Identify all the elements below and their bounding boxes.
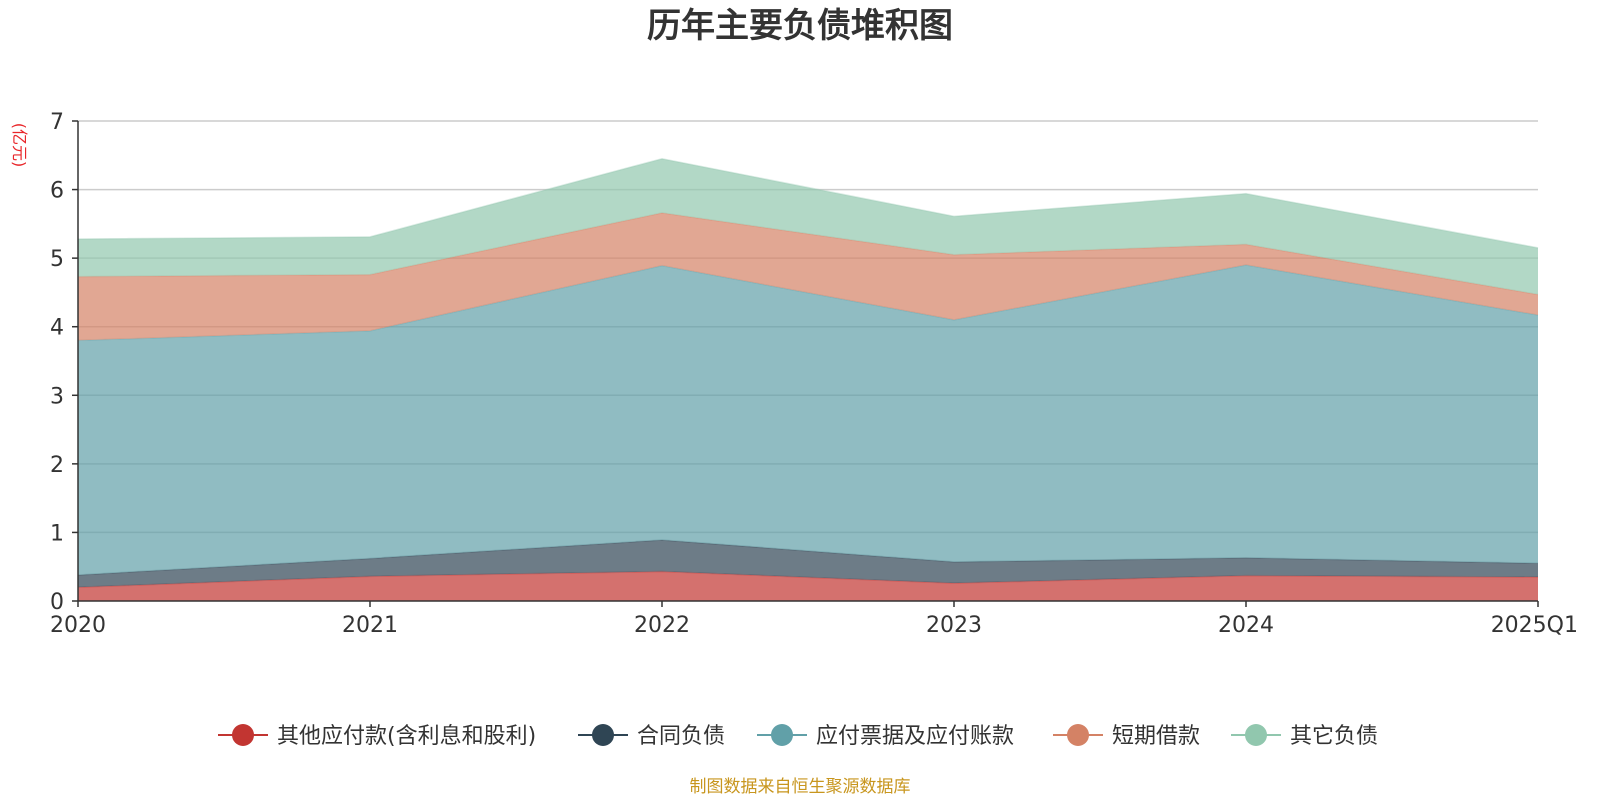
x-tick-label: 2025Q1: [1491, 613, 1578, 638]
axes: 0 1 2 3 4 5 6 7 2020 2021 2022 2023 2024 2025Q1: [50, 110, 1578, 638]
legend-label: 应付票据及应付账款: [816, 724, 1014, 749]
legend-label: 短期借款: [1112, 724, 1200, 749]
legend-marker-icon: [232, 724, 254, 746]
legend-marker-icon: [592, 724, 614, 746]
area-series-5: [78, 158, 1538, 295]
x-tick-label: 2022: [634, 613, 690, 638]
y-tick-label: 0: [50, 590, 64, 615]
chart-title: 历年主要负债堆积图: [647, 6, 953, 46]
y-tick-label: 5: [50, 247, 64, 272]
legend-item-1[interactable]: 其他应付款(含利息和股利): [218, 724, 536, 749]
x-tick-label: 2020: [50, 613, 106, 638]
x-tick-label: 2024: [1218, 613, 1274, 638]
legend-item-3[interactable]: 应付票据及应付账款: [757, 724, 1014, 749]
legend-item-2[interactable]: 合同负债: [578, 724, 725, 749]
legend-label: 其他应付款(含利息和股利): [277, 724, 536, 749]
area-series-line-5: [77, 157, 1539, 249]
x-tick-label: 2023: [926, 613, 982, 638]
x-tick-label: 2021: [342, 613, 398, 638]
y-tick-label: 7: [50, 110, 64, 135]
y-tick-label: 4: [50, 316, 64, 341]
area-series-4: [78, 212, 1538, 341]
area-series-group: [77, 157, 1539, 601]
legend-label: 其它负债: [1290, 724, 1378, 749]
legend-marker-icon: [771, 724, 793, 746]
source-note: 制图数据来自恒生聚源数据库: [690, 777, 911, 797]
legend-label: 合同负债: [637, 724, 725, 749]
y-tick-label: 3: [50, 384, 64, 409]
legend-item-5[interactable]: 其它负债: [1231, 724, 1378, 749]
legend-item-4[interactable]: 短期借款: [1053, 724, 1200, 749]
legend-marker-icon: [1245, 724, 1267, 746]
y-tick-label: 6: [50, 179, 64, 204]
y-axis-unit-label: (亿元): [10, 123, 29, 168]
area-series-2: [78, 539, 1538, 588]
legend[interactable]: 其他应付款(含利息和股利) 合同负债 应付票据及应付账款 短期借款 其它负债: [218, 724, 1378, 749]
y-tick-label: 2: [50, 453, 64, 478]
area-series-3: [78, 265, 1538, 575]
y-tick-label: 1: [50, 521, 64, 546]
area-series-1: [78, 571, 1538, 601]
legend-marker-icon: [1067, 724, 1089, 746]
